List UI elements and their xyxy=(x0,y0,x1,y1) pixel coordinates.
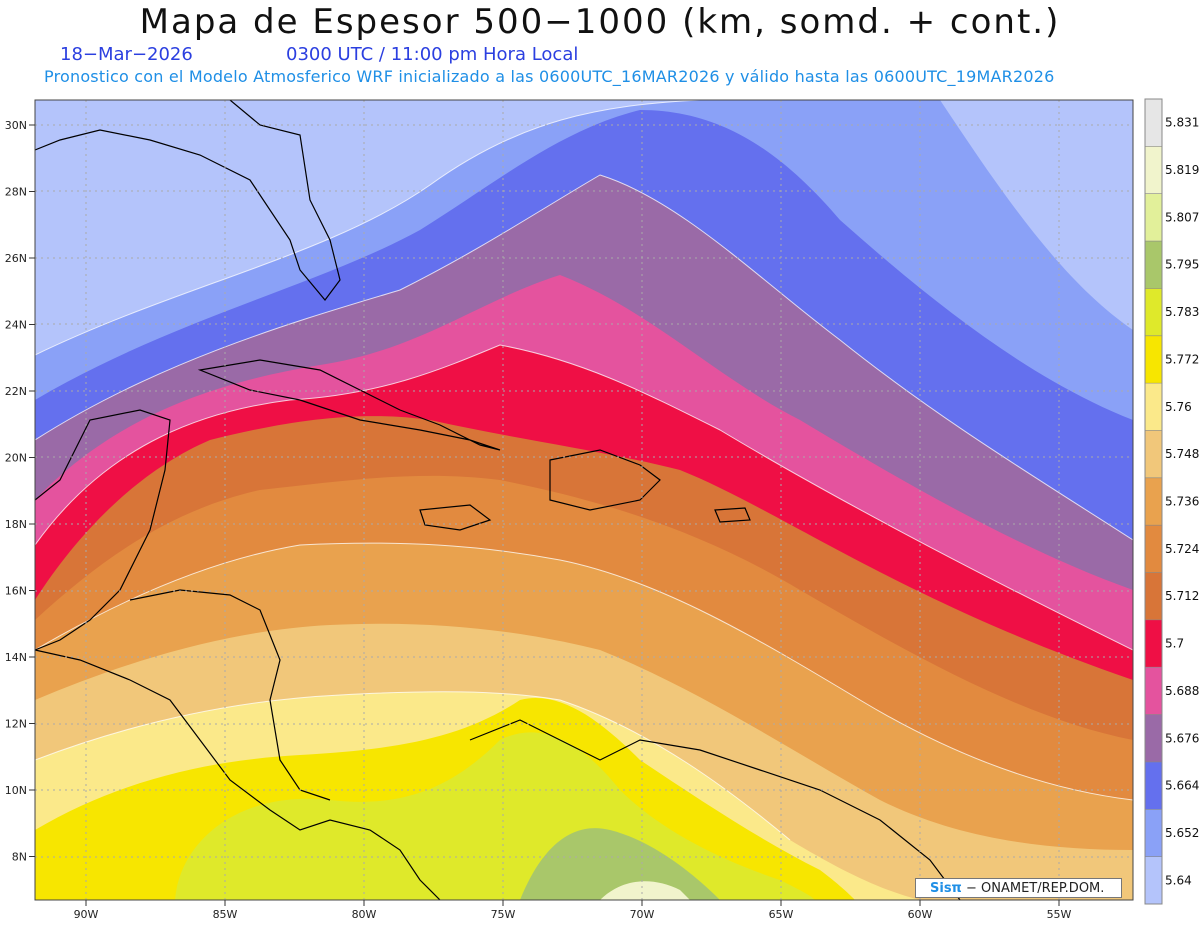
colorbar-label: 5.807 xyxy=(1165,210,1199,224)
lat-label: 28N xyxy=(5,186,27,199)
colorbar-swatch xyxy=(1145,241,1162,289)
colorbar-label: 5.664 xyxy=(1165,779,1199,793)
colorbar-label: 5.652 xyxy=(1165,826,1199,840)
lon-label: 90W xyxy=(74,908,99,921)
colorbar-label: 5.676 xyxy=(1165,731,1199,745)
colorbar-swatch xyxy=(1145,525,1162,574)
lat-label: 20N xyxy=(5,452,27,465)
lat-lon-grid xyxy=(35,100,1133,900)
lat-label: 30N xyxy=(5,119,27,132)
contour-lines xyxy=(35,100,1133,841)
credit-text: − ONAMET/REP.DOM. xyxy=(965,881,1105,896)
yucatan-coast xyxy=(35,409,171,651)
colorbar-swatch xyxy=(1145,383,1162,431)
colorbar-label: 5.688 xyxy=(1165,684,1199,698)
map-title: Mapa de Espesor 500−1000 (km, somd. + co… xyxy=(139,2,1061,42)
lon-label: 75W xyxy=(491,908,516,921)
colorbar-swatch xyxy=(1145,193,1162,242)
colorbar-swatch xyxy=(1145,667,1162,716)
longitude-labels: 90W 85W 80W 75W 70W 65W 60W 55W xyxy=(74,900,1072,921)
colorbar-label: 5.772 xyxy=(1165,352,1199,366)
map-frame xyxy=(34,99,1134,901)
coastlines xyxy=(35,100,961,900)
thickness-field xyxy=(35,100,1133,900)
colorbar-label: 5.736 xyxy=(1165,495,1199,509)
latitude-labels: 30N 28N 26N 24N 22N 20N 18N 16N 14N 12N 10N 8N xyxy=(5,119,35,864)
south-america-coast xyxy=(469,719,961,900)
lat-label: 12N xyxy=(5,718,27,731)
colorbar-label: 5.819 xyxy=(1165,163,1199,177)
lat-label: 10N xyxy=(5,784,27,797)
colorbar-swatch xyxy=(1145,288,1162,337)
lon-label: 70W xyxy=(630,908,655,921)
colorbar-swatch xyxy=(1145,335,1162,384)
central-america-caribbean xyxy=(129,589,331,801)
lon-label: 85W xyxy=(213,908,238,921)
colorbar-swatch xyxy=(1145,477,1162,526)
colorbar-swatch xyxy=(1145,430,1162,479)
lon-label: 80W xyxy=(352,908,377,921)
date-label: 18−Mar−2026 xyxy=(60,44,193,65)
colorbar-label: 5.7 xyxy=(1165,637,1184,651)
lon-label: 65W xyxy=(769,908,794,921)
lat-label: 14N xyxy=(5,651,27,664)
colorbar-swatch xyxy=(1145,856,1162,905)
forecast-label: Pronostico con el Modelo Atmosferico WRF… xyxy=(44,67,1055,86)
colorbar-label: 5.712 xyxy=(1165,589,1199,603)
lon-label: 55W xyxy=(1047,908,1072,921)
colorbar-label: 5.795 xyxy=(1165,258,1199,272)
credit-box: Sisπ − ONAMET/REP.DOM. xyxy=(915,878,1122,898)
colorbar-swatch xyxy=(1145,146,1162,195)
colorbar-swatch xyxy=(1145,99,1162,147)
colorbar-swatch xyxy=(1145,809,1162,858)
colorbar-label: 5.76 xyxy=(1165,400,1192,414)
colorbar-label: 5.64 xyxy=(1165,873,1192,887)
colorbar-swatch xyxy=(1145,619,1162,668)
lat-label: 22N xyxy=(5,385,27,398)
band-5807 xyxy=(600,881,690,900)
lat-label: 24N xyxy=(5,319,27,332)
lat-label: 16N xyxy=(5,585,27,598)
puerto-rico xyxy=(714,507,751,523)
lat-label: 26N xyxy=(5,252,27,265)
central-america-pacific xyxy=(35,649,441,900)
colorbar-swatch xyxy=(1145,572,1162,621)
band-5795 xyxy=(520,828,720,900)
lat-label: 18N xyxy=(5,518,27,531)
colorbar: 5.831 5.819 5.807 5.795 5.783 5.772 5.76 5.748 5… xyxy=(1144,98,1199,905)
hispaniola xyxy=(549,449,661,511)
colorbar-label: 5.724 xyxy=(1165,542,1199,556)
sispi-logo: Sisπ xyxy=(930,881,962,896)
florida-gulf-coast xyxy=(35,100,341,301)
colorbar-label: 5.748 xyxy=(1165,447,1199,461)
jamaica xyxy=(419,504,492,531)
colorbar-label: 5.783 xyxy=(1165,305,1199,319)
lon-label: 60W xyxy=(908,908,933,921)
colorbar-label: 5.831 xyxy=(1165,116,1199,130)
time-label: 0300 UTC / 11:00 pm Hora Local xyxy=(286,44,579,65)
colorbar-swatch xyxy=(1145,761,1162,810)
colorbar-swatch xyxy=(1145,714,1162,763)
lat-label: 8N xyxy=(12,851,27,864)
cuba xyxy=(197,359,501,451)
